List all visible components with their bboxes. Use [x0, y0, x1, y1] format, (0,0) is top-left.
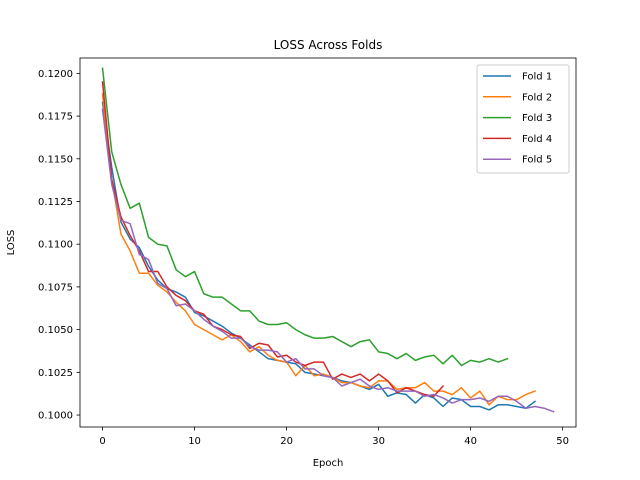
y-tick-label: 0.1000: [38, 411, 73, 422]
x-tick-label: 50: [556, 436, 569, 447]
y-tick-label: 0.1025: [38, 368, 73, 379]
y-tick-label: 0.1175: [38, 112, 73, 123]
legend: Fold 1 Fold 2 Fold 3 Fold 4 Fold 5: [476, 64, 570, 174]
y-axis-title: LOSS: [6, 230, 17, 256]
y-tick-label: 0.1100: [38, 240, 73, 251]
y-tick-label: 0.1050: [38, 325, 73, 336]
y-tick-label: 0.1075: [38, 282, 73, 293]
chart-title: LOSS Across Folds: [274, 38, 383, 52]
x-tick-label: 40: [464, 436, 477, 447]
plot-frame: [79, 57, 577, 428]
x-tick-label: 20: [280, 436, 293, 447]
x-axis: 0 10 20 30 40 50: [99, 427, 569, 447]
y-axis: 0.1000 0.1025 0.1050 0.1075 0.1100 0.1125 0.11…: [38, 69, 80, 422]
y-tick-label: 0.1200: [38, 69, 73, 80]
legend-label: Fold 5: [522, 155, 552, 166]
x-axis-title: Epoch: [313, 458, 344, 469]
legend-label: Fold 4: [522, 134, 552, 145]
legend-label: Fold 3: [522, 113, 552, 124]
legend-box: [476, 64, 570, 174]
series-line-fold-4: [101, 81, 445, 397]
series-line-fold-5: [101, 108, 555, 413]
plot-lines: [101, 67, 555, 413]
series-line-fold-3: [101, 67, 509, 367]
legend-label: Fold 2: [522, 92, 552, 103]
x-tick-label: 30: [372, 436, 385, 447]
y-tick-label: 0.1125: [38, 197, 73, 208]
x-tick-label: 10: [188, 436, 201, 447]
series-line-fold-2: [101, 93, 537, 406]
series-line-fold-1: [101, 101, 537, 411]
legend-label: Fold 1: [522, 72, 552, 83]
x-tick-label: 0: [99, 436, 105, 447]
y-tick-label: 0.1150: [38, 154, 73, 165]
